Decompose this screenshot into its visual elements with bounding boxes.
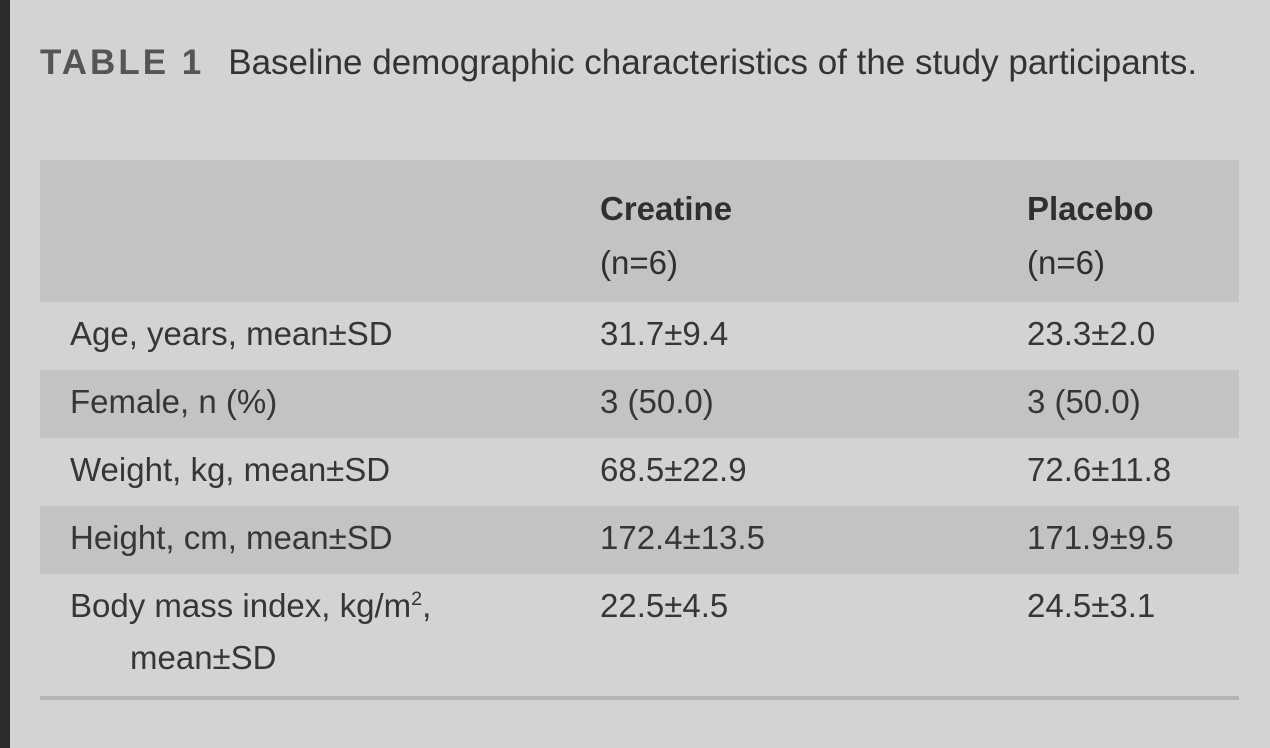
row-label: Weight, kg, mean±SD <box>70 451 391 488</box>
row-label: Female, n (%) <box>70 383 278 420</box>
table-row-female: Female, n (%) 3 (50.0) 3 (50.0) <box>40 370 1239 438</box>
table-row-height: Height, cm, mean±SD 172.4±13.5 171.9±9.5 <box>40 506 1239 574</box>
table-header-row: Creatine (n=6) Placebo (n=6) <box>40 160 1239 302</box>
header-creatine-n: (n=6) <box>600 244 678 281</box>
table-title: Baseline demographic characteristics of … <box>228 43 1198 82</box>
bmi-label-line1: Body mass index, kg/m <box>70 587 412 624</box>
table-row-bmi: Body mass index, kg/m2, mean±SD 22.5±4.5… <box>40 574 1239 696</box>
creatine-value: 68.5±22.9 <box>600 451 747 488</box>
demographics-table: Creatine (n=6) Placebo (n=6) Age, years,… <box>40 160 1239 700</box>
row-label: Body mass index, kg/m2, mean±SD <box>70 580 431 684</box>
creatine-value: 31.7±9.4 <box>600 315 729 352</box>
header-placebo-n: (n=6) <box>1027 244 1105 281</box>
table-label: TABLE 1 <box>40 43 205 82</box>
header-placebo: Placebo (n=6) <box>1027 182 1154 290</box>
bmi-label-line2: mean±SD <box>130 639 277 676</box>
bmi-label-comma: , <box>422 587 432 624</box>
table-row-weight: Weight, kg, mean±SD 68.5±22.9 72.6±11.8 <box>40 438 1239 506</box>
creatine-value: 22.5±4.5 <box>600 587 729 624</box>
bmi-label-superscript: 2 <box>411 588 423 610</box>
placebo-value: 3 (50.0) <box>1027 383 1141 420</box>
placebo-value: 24.5±3.1 <box>1027 587 1156 624</box>
table-caption: TABLE 1 Baseline demographic characterist… <box>40 36 1240 90</box>
row-label: Age, years, mean±SD <box>70 315 393 352</box>
table-bottom-rule <box>40 696 1239 700</box>
placebo-value: 23.3±2.0 <box>1027 315 1156 352</box>
header-creatine: Creatine (n=6) <box>600 182 732 290</box>
placebo-value: 72.6±11.8 <box>1027 451 1172 488</box>
creatine-value: 172.4±13.5 <box>600 519 765 556</box>
placebo-value: 171.9±9.5 <box>1027 519 1174 556</box>
document-page: TABLE 1 Baseline demographic characterist… <box>10 0 1270 748</box>
header-creatine-name: Creatine <box>600 190 733 227</box>
table-row-age: Age, years, mean±SD 31.7±9.4 23.3±2.0 <box>40 302 1239 370</box>
creatine-value: 3 (50.0) <box>600 383 714 420</box>
header-placebo-name: Placebo <box>1027 190 1154 227</box>
row-label: Height, cm, mean±SD <box>70 519 393 556</box>
